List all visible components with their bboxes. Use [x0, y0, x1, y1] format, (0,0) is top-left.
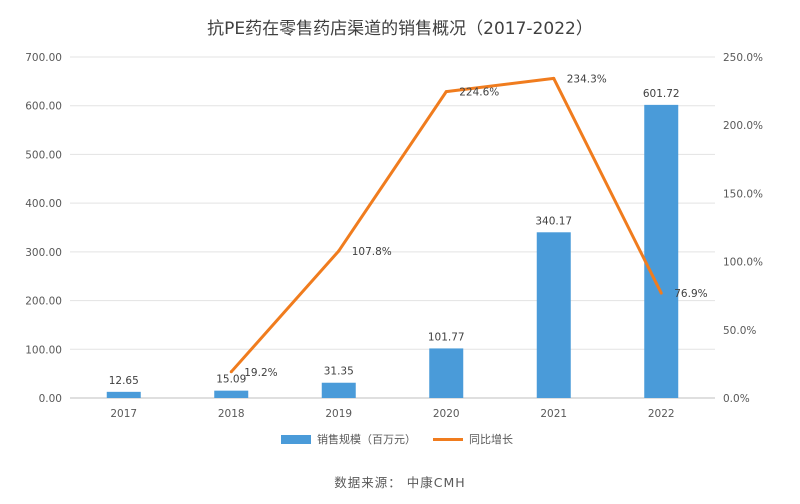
bar: [321, 382, 356, 398]
right-tick-label: 50.0%: [723, 325, 756, 337]
growth-line: [230, 76, 663, 373]
bar-data-labels: 12.65 15.09 31.35 101.77 340.17 601.72: [109, 88, 680, 387]
left-tick-label: 400.00: [25, 198, 62, 210]
line-data-label: 224.6%: [459, 87, 499, 99]
line-point: [552, 76, 556, 80]
right-tick-label: 0.0%: [723, 393, 750, 405]
x-tick-label: 2018: [218, 408, 245, 420]
legend: 销售规模（百万元） 同比增长: [281, 432, 513, 446]
bar-data-label: 31.35: [324, 366, 354, 378]
x-tick-label: 2020: [433, 408, 460, 420]
left-tick-label: 0.00: [39, 393, 62, 405]
line-series: [229, 76, 663, 374]
line-data-labels: 19.2% 107.8% 224.6% 234.3% 76.9%: [244, 73, 707, 378]
legend-line-label: 同比增长: [469, 432, 513, 446]
bar-series: [106, 104, 679, 398]
source-note: 数据来源： 中康CMH: [334, 475, 465, 490]
legend-bar-swatch: [281, 435, 311, 444]
left-tick-label: 500.00: [25, 149, 62, 161]
line-point: [444, 90, 448, 94]
gridlines: [70, 56, 715, 399]
bar: [214, 390, 249, 398]
line-point: [659, 291, 663, 295]
bar-data-label: 15.09: [216, 374, 246, 386]
line-data-label: 234.3%: [567, 73, 607, 85]
x-tick-label: 2017: [110, 408, 137, 420]
x-tick-label: 2019: [325, 408, 352, 420]
right-tick-label: 200.0%: [723, 120, 763, 132]
right-axis: 0.0% 50.0% 100.0% 150.0% 200.0% 250.0%: [723, 52, 763, 405]
bar-data-label: 601.72: [643, 88, 680, 100]
right-tick-label: 250.0%: [723, 52, 763, 64]
legend-bar-label: 销售规模（百万元）: [317, 432, 416, 446]
line-data-label: 19.2%: [244, 367, 277, 379]
left-tick-label: 700.00: [25, 52, 62, 64]
x-axis: 2017 2018 2019 2020 2021 2022: [110, 408, 674, 420]
bar: [644, 104, 679, 398]
left-tick-label: 600.00: [25, 101, 62, 113]
right-tick-label: 150.0%: [723, 188, 763, 200]
left-axis: 0.00 100.00 200.00 300.00 400.00 500.00 600.00…: [25, 52, 62, 405]
right-tick-label: 100.0%: [723, 257, 763, 269]
left-tick-label: 200.00: [25, 296, 62, 308]
bar-data-label: 340.17: [535, 215, 572, 227]
left-tick-label: 300.00: [25, 247, 62, 259]
line-point: [229, 370, 233, 374]
bar: [536, 232, 571, 398]
bar: [106, 391, 141, 398]
line-data-label: 107.8%: [352, 246, 392, 258]
bar-data-label: 12.65: [109, 375, 139, 387]
chart-title: 抗PE药在零售药店渠道的销售概况（2017-2022）: [207, 19, 593, 39]
line-point: [337, 249, 341, 253]
bar-data-label: 101.77: [428, 331, 465, 343]
line-data-label: 76.9%: [674, 288, 707, 300]
x-tick-label: 2021: [540, 408, 567, 420]
x-tick-label: 2022: [648, 408, 675, 420]
left-tick-label: 100.00: [25, 344, 62, 356]
bar: [429, 348, 464, 398]
